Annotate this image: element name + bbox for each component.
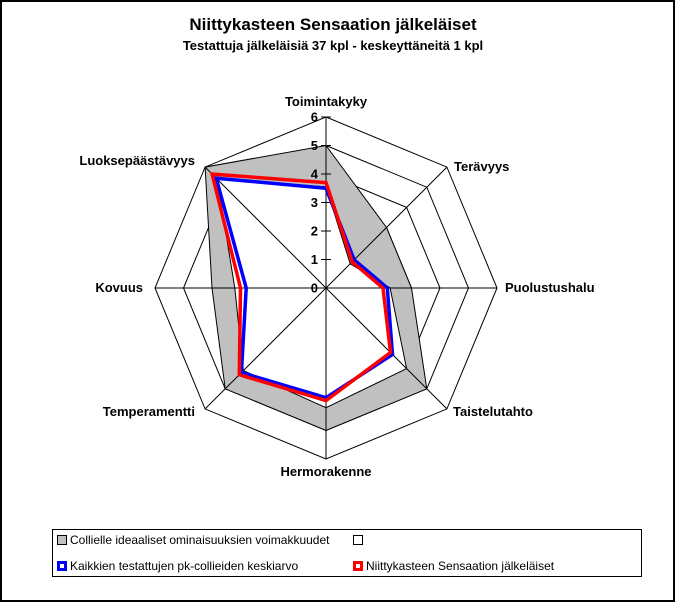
legend-marker-average-icon: [57, 561, 67, 571]
tick-label-5: 5: [311, 138, 318, 153]
tick-label-0: 0: [311, 281, 318, 296]
axis-spoke-1: [325, 166, 448, 289]
axis-label-kovuus: Kovuus: [95, 280, 143, 295]
radar-svg: 0 1 2 3 4 5 6: [154, 110, 498, 460]
tick-label-4: 4: [311, 167, 319, 182]
chart-subtitle: Testattuja jälkeläisiä 37 kpl - keskeytt…: [182, 38, 484, 53]
legend-marker-ideal-band-inner-icon: [353, 535, 363, 545]
chart-title: Niittykasteen Sensaation jälkeläiset: [189, 15, 477, 34]
axis-spoke-3: [325, 287, 448, 410]
axis-label-hermorakenne: Hermorakenne: [280, 464, 372, 479]
tick-label-2: 2: [311, 224, 318, 239]
tick-label-3: 3: [311, 195, 318, 210]
legend-label-ideal-band: Collielle ideaaliset ominaisuuksien voim…: [70, 533, 330, 547]
legend-label-offspring: Niittykasteen Sensaation jälkeläiset: [366, 559, 555, 573]
axis-label-teravyys: Terävyys: [454, 159, 510, 174]
axis-label-puolustushalu: Puolustushalu: [505, 280, 595, 295]
axis-label-temperamentti: Temperamentti: [102, 404, 195, 419]
legend-box: Collielle ideaaliset ominaisuuksien voim…: [52, 529, 642, 577]
legend-marker-ideal-band-icon: [57, 535, 67, 545]
tick-label-1: 1: [311, 252, 318, 267]
series-offspring-line: [209, 172, 393, 403]
axis-label-toimintakyky: Toimintakyky: [284, 94, 368, 109]
axis-spoke-5: [204, 287, 327, 410]
legend-label-average: Kaikkien testattujen pk-collieiden keski…: [70, 559, 299, 573]
series-average-line: [213, 176, 395, 400]
axis-label-taistelutahto: Taistelutahto: [453, 404, 533, 419]
axis-label-luoksepaastavyys: Luoksepäästävyys: [79, 153, 195, 168]
legend-marker-offspring-icon: [353, 561, 363, 571]
tick-label-6: 6: [311, 110, 318, 125]
axis-spoke-7: [204, 166, 327, 289]
